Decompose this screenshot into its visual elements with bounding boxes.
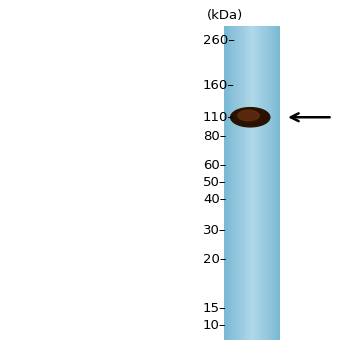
Bar: [236, 26, 237, 340]
Bar: [226, 26, 227, 340]
Bar: [267, 26, 268, 340]
Bar: [241, 26, 242, 340]
Bar: [276, 26, 277, 340]
Text: 110–: 110–: [203, 111, 235, 124]
Text: 50–: 50–: [203, 176, 226, 189]
Bar: [225, 26, 226, 340]
Bar: [263, 26, 264, 340]
Bar: [256, 26, 257, 340]
Text: 80–: 80–: [203, 130, 226, 143]
Bar: [257, 26, 258, 340]
Bar: [224, 26, 225, 340]
Bar: [269, 26, 270, 340]
Bar: [229, 26, 230, 340]
Bar: [261, 26, 262, 340]
Bar: [268, 26, 269, 340]
Bar: [270, 26, 271, 340]
Bar: [237, 26, 238, 340]
Bar: [227, 26, 228, 340]
Bar: [245, 26, 246, 340]
Bar: [248, 26, 249, 340]
Bar: [258, 26, 259, 340]
Text: 260–: 260–: [203, 34, 235, 47]
Bar: [272, 26, 273, 340]
Text: 15–: 15–: [203, 302, 227, 315]
Ellipse shape: [238, 110, 259, 121]
Bar: [244, 26, 245, 340]
Bar: [234, 26, 235, 340]
Text: 160–: 160–: [203, 79, 235, 92]
Bar: [264, 26, 265, 340]
Bar: [254, 26, 255, 340]
Bar: [243, 26, 244, 340]
Bar: [277, 26, 278, 340]
Bar: [250, 26, 251, 340]
Bar: [253, 26, 254, 340]
Bar: [239, 26, 240, 340]
Bar: [228, 26, 229, 340]
Bar: [262, 26, 263, 340]
Bar: [273, 26, 274, 340]
Bar: [230, 26, 231, 340]
Bar: [251, 26, 252, 340]
Bar: [249, 26, 250, 340]
Bar: [260, 26, 261, 340]
Bar: [235, 26, 236, 340]
Bar: [252, 26, 253, 340]
Text: 20–: 20–: [203, 253, 226, 266]
Bar: [233, 26, 234, 340]
Bar: [247, 26, 248, 340]
Text: (kDa): (kDa): [206, 9, 243, 22]
Bar: [232, 26, 233, 340]
Bar: [275, 26, 276, 340]
Bar: [274, 26, 275, 340]
Bar: [238, 26, 239, 340]
Bar: [231, 26, 232, 340]
Bar: [271, 26, 272, 340]
Bar: [278, 26, 279, 340]
Bar: [266, 26, 267, 340]
Bar: [246, 26, 247, 340]
Bar: [255, 26, 256, 340]
Bar: [259, 26, 260, 340]
Bar: [279, 26, 280, 340]
Text: 10–: 10–: [203, 319, 226, 332]
Text: 30–: 30–: [203, 224, 226, 238]
Ellipse shape: [231, 108, 270, 127]
Bar: [265, 26, 266, 340]
Bar: [240, 26, 241, 340]
Text: 60–: 60–: [203, 159, 226, 172]
Text: 40–: 40–: [203, 193, 226, 206]
Bar: [242, 26, 243, 340]
